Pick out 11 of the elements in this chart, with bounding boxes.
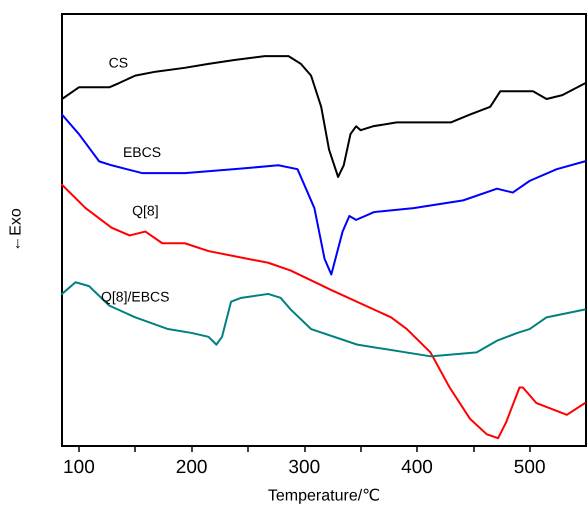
- x-tick-label: 100: [63, 457, 95, 478]
- series-label: Q[8]: [132, 202, 159, 219]
- series-label: EBCS: [122, 144, 162, 160]
- x-tick-label: 400: [401, 457, 433, 478]
- x-tick-label: 300: [288, 457, 320, 478]
- series-label: Q[8]/EBCS: [101, 288, 170, 304]
- y-axis-title: ←Exo: [8, 208, 24, 252]
- x-tick-label: 500: [514, 457, 546, 478]
- x-tick-label: 200: [176, 457, 208, 478]
- x-axis-title: Temperature/℃: [268, 488, 380, 504]
- series-label: CS: [108, 54, 128, 70]
